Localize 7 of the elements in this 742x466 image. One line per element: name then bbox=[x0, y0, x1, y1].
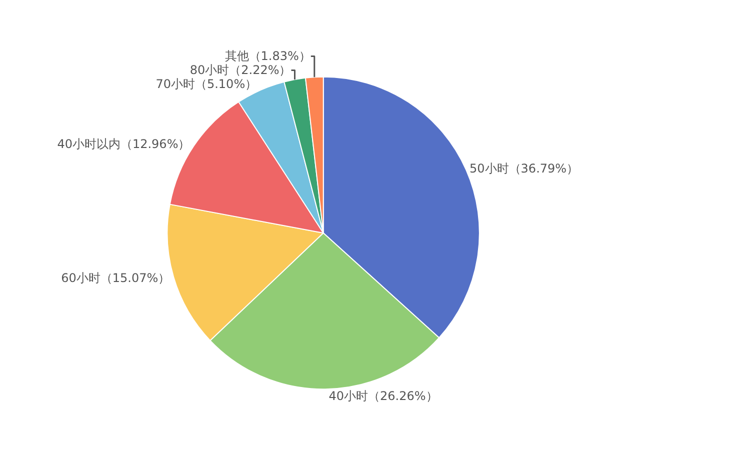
slice-label: 40小时（26.26%） bbox=[328, 389, 438, 404]
slice-label: 40小时以内（12.96%） bbox=[57, 136, 190, 151]
slice-label: 50小时（36.79%） bbox=[470, 162, 579, 176]
slice-label: 其他（1.83%） bbox=[224, 49, 311, 64]
slice-label: 70小时（5.10%） bbox=[156, 77, 258, 92]
slice-label: 80小时（2.22%） bbox=[190, 63, 292, 78]
slice-label: 60小时（15.07%） bbox=[61, 270, 170, 285]
